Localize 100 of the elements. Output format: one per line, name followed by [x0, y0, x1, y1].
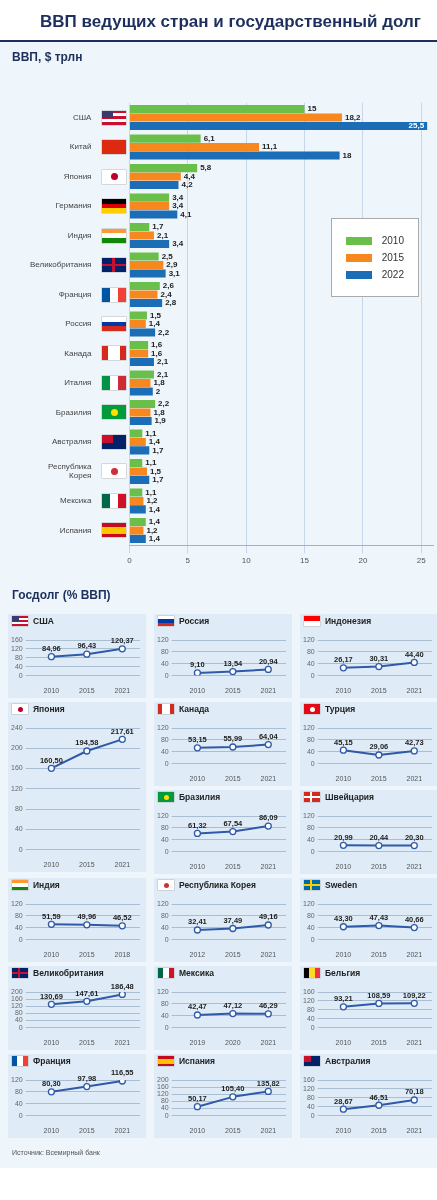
chart-title: Япония — [32, 703, 66, 716]
chart-title: Бельгия — [324, 967, 362, 980]
chart-title: Франция — [32, 1055, 72, 1068]
data-label: 1,8 — [153, 407, 166, 417]
chart-title: США — [32, 615, 55, 628]
y-tick-label: Россия — [65, 319, 92, 329]
point — [410, 1096, 418, 1104]
y-tick-label: Индия — [67, 230, 92, 240]
data-label: 4,1 — [180, 209, 192, 219]
data-label: 1,1 — [145, 428, 157, 438]
chart-title: Индонезия — [324, 615, 373, 628]
bar — [129, 142, 260, 152]
y-tick-label: Италия — [64, 378, 92, 388]
legend-label: 2015 — [380, 252, 404, 263]
x-tick-label: 20 — [358, 556, 368, 566]
data-label: 3,4 — [172, 192, 184, 202]
bar — [129, 467, 147, 476]
bar — [129, 180, 179, 190]
data-label: 2,2 — [158, 399, 170, 409]
y-tick-label: Япония — [63, 171, 92, 181]
data-label: 1,2 — [146, 496, 159, 506]
point — [83, 997, 91, 1005]
data-label: 18,2 — [344, 112, 362, 122]
bar — [129, 239, 170, 249]
x-tick-label: 0 — [127, 556, 133, 566]
bar — [129, 446, 150, 455]
bar — [129, 429, 143, 438]
bar — [129, 210, 178, 219]
chart-title: Швейцария — [324, 791, 376, 804]
point — [118, 645, 126, 653]
bar — [129, 517, 146, 527]
y-tick-label: Бразилия — [55, 407, 92, 417]
data-label: 2,5 — [161, 251, 174, 261]
data-label: 18 — [342, 150, 353, 160]
bar — [129, 475, 150, 484]
bar — [129, 526, 144, 535]
data-label: 1,4 — [148, 534, 161, 544]
data-label: 2,4 — [160, 289, 173, 299]
data-label: 2,9 — [166, 260, 178, 270]
legend-label: 2010 — [380, 235, 404, 246]
point — [118, 735, 126, 743]
y-tick-label: Великобритания — [30, 260, 92, 270]
point — [193, 829, 202, 838]
point — [193, 1103, 202, 1111]
bar — [129, 151, 340, 160]
data-label: 3,4 — [172, 239, 184, 249]
data-label: 1,4 — [148, 437, 161, 447]
data-label: 1,7 — [152, 222, 164, 232]
data-label: 4,2 — [181, 180, 194, 190]
chart-subtitle: ВВП, $ трлн — [11, 49, 84, 66]
point — [47, 1088, 56, 1096]
x-tick-label: 5 — [185, 556, 191, 566]
bar — [129, 408, 151, 417]
y-tick-label: Австралия — [51, 437, 92, 447]
chart-title: Турция — [324, 703, 357, 716]
bar — [129, 193, 170, 202]
point — [83, 650, 91, 658]
x-tick-label: 25 — [416, 556, 427, 566]
data-label: 2,2 — [158, 327, 170, 337]
data-label: 2,8 — [165, 298, 177, 308]
y-tick-label: Германия — [55, 201, 92, 211]
bar — [129, 416, 152, 425]
data-label: 25,5 — [408, 121, 425, 131]
bar — [129, 172, 181, 181]
bar — [129, 105, 305, 114]
bar — [129, 290, 158, 299]
data-label: 1,4 — [148, 504, 161, 514]
bar — [129, 121, 428, 131]
chart-title: Австралия — [324, 1055, 372, 1068]
data-label: 3,1 — [168, 268, 181, 278]
chart-title: Мексика — [178, 967, 215, 980]
y-tick-label: Канада — [64, 348, 92, 358]
data-label: 1,6 — [151, 348, 163, 358]
data-label: 5,8 — [200, 163, 212, 173]
data-label: 15 — [307, 104, 318, 114]
data-label: 1,8 — [153, 378, 166, 388]
bar — [129, 252, 159, 261]
y-tick-label: Франция — [58, 289, 92, 299]
y-tick-label: Мексика — [60, 496, 92, 506]
legend-label: 2022 — [380, 269, 404, 280]
data-label: 2,1 — [156, 357, 169, 367]
bar — [129, 387, 153, 396]
bar — [129, 370, 154, 379]
bar — [129, 231, 154, 240]
y-tick-label: Китай — [69, 142, 92, 152]
point — [339, 1105, 348, 1113]
point — [229, 1093, 237, 1101]
point — [83, 747, 91, 755]
chart-title: Россия — [178, 615, 211, 628]
y-tick-label: Испания — [59, 525, 92, 535]
data-label: 1,1 — [145, 487, 157, 497]
bar — [129, 223, 150, 232]
x-tick-label: 15 — [300, 556, 310, 566]
bar — [129, 505, 146, 514]
bar — [129, 328, 156, 337]
bar — [129, 281, 160, 291]
data-label: 4,4 — [183, 171, 196, 181]
bar — [129, 298, 163, 308]
data-label: 3,4 — [172, 201, 184, 211]
bar — [129, 458, 143, 468]
